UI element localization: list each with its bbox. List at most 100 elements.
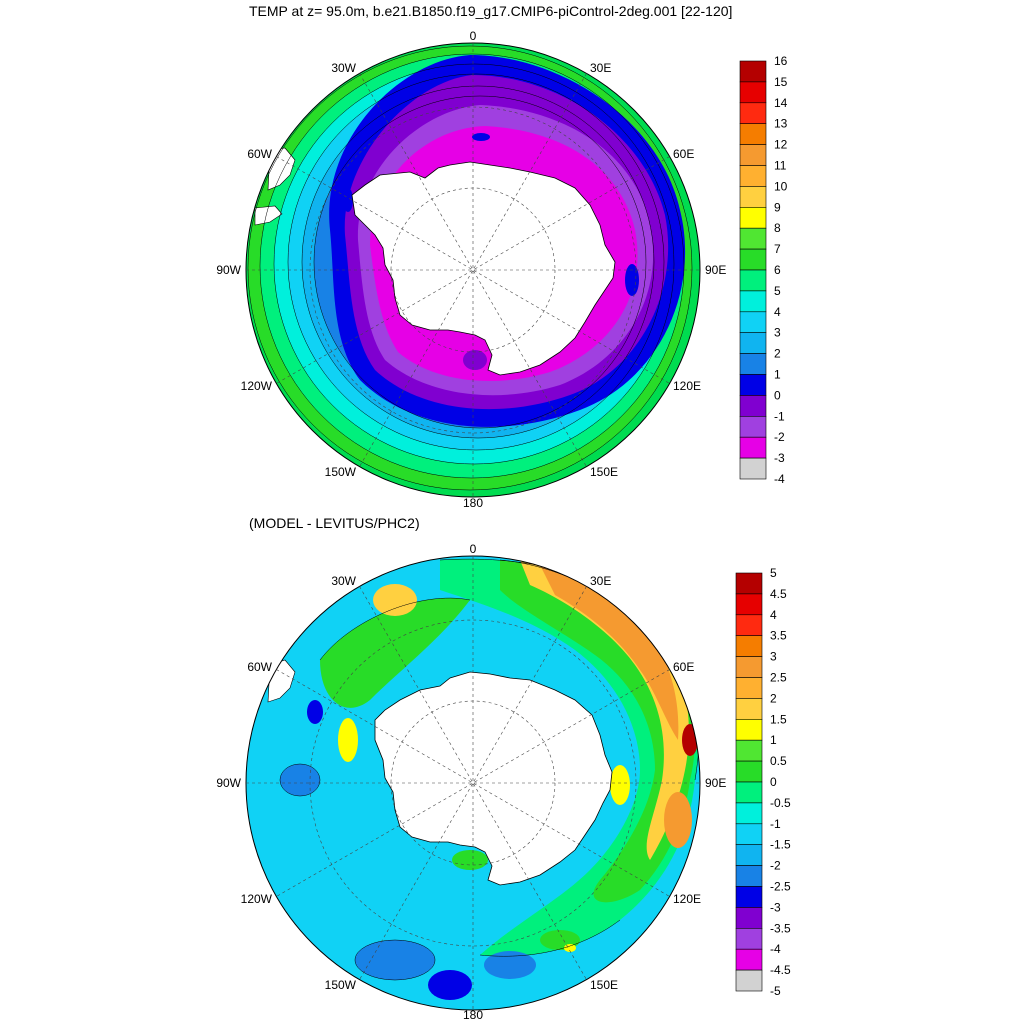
bottom-lon-label-90w: 90W [216, 776, 241, 790]
top-map-title: TEMP at z= 95.0m, b.e21.B1850.f19_g17.CM… [249, 3, 733, 19]
bottom-colorbar-label: -4.5 [770, 963, 791, 977]
top-colorbar-label: 0 [774, 388, 781, 402]
bottom-colorbar-swatch [735, 844, 763, 866]
top-colorbar-label: 16 [774, 54, 788, 68]
bottom-colorbar-swatch [735, 572, 763, 595]
top-lon-label-30w: 30W [331, 61, 356, 75]
bottom-lon-label-180: 180 [463, 1008, 483, 1022]
bottom-colorbar-label: 2.5 [770, 671, 787, 685]
top-colorbar-swatch [739, 227, 767, 250]
bottom-colorbar-label: -1.5 [770, 838, 791, 852]
bottom-lon-label-30w: 30W [331, 574, 356, 588]
top-lon-label-30e: 30E [590, 61, 611, 75]
top-colorbar-swatch [739, 332, 767, 354]
bottom-colorbar: 5 4.5 4 3.5 3 2.5 2 1.5 1 0.5 0 -0.5 -1 -1.5 -2 -2.5 -3 -… [735, 566, 791, 998]
bottom-colorbar-swatch [735, 865, 763, 887]
top-lon-label-120e: 120E [673, 379, 701, 393]
top-colorbar-swatch [739, 353, 767, 375]
top-lon-label-0: 0 [470, 29, 477, 43]
top-colorbar-swatch [739, 60, 767, 83]
bottom-colorbar-swatch [735, 593, 763, 616]
top-colorbar-swatch [739, 165, 767, 187]
bottom-lon-label-90e: 90E [705, 776, 726, 790]
top-colorbar-label: -4 [774, 472, 785, 486]
bottom-polar-map: 0 30E 30W 60E 60W 90E 90W 120E 120W 150E… [216, 542, 726, 1022]
bottom-colorbar-swatch [735, 718, 763, 741]
top-lon-label-60w: 60W [247, 147, 272, 161]
top-colorbar-swatch [739, 269, 767, 292]
bottom-colorbar-label: 4.5 [770, 587, 787, 601]
top-colorbar-swatch [739, 123, 767, 145]
bottom-colorbar-label: 2 [770, 691, 777, 705]
bottom-colorbar-label: 4 [770, 608, 777, 622]
bottom-colorbar-label: 1 [770, 733, 777, 747]
bottom-colorbar-swatch [735, 677, 763, 699]
bottom-colorbar-label: 1.5 [770, 712, 787, 726]
bottom-map-title: (MODEL - LEVITUS/PHC2) [249, 515, 420, 531]
top-lon-label-90e: 90E [705, 263, 726, 277]
bottom-lon-label-120e: 120E [673, 892, 701, 906]
bottom-colorbar-label: -3.5 [770, 921, 791, 935]
bottom-colorbar-label: -0.5 [770, 796, 791, 810]
top-colorbar-label: 9 [774, 200, 781, 214]
bottom-lon-label-30e: 30E [590, 574, 611, 588]
top-colorbar-label: -3 [774, 451, 785, 465]
top-colorbar-label: -1 [774, 409, 785, 423]
bottom-lon-label-150w: 150W [325, 978, 357, 992]
top-colorbar-label: 2 [774, 347, 781, 361]
bottom-colorbar-swatch [735, 739, 763, 762]
bottom-colorbar-label: -1 [770, 817, 781, 831]
top-colorbar-swatch [739, 395, 767, 417]
bottom-colorbar-label: -2 [770, 859, 781, 873]
top-colorbar-label: 15 [774, 75, 788, 89]
top-colorbar-swatch [739, 457, 767, 480]
top-colorbar-label: 13 [774, 117, 788, 131]
top-colorbar-swatch [739, 436, 767, 459]
bottom-colorbar-label: 3.5 [770, 629, 787, 643]
bottom-lon-label-150e: 150E [590, 978, 618, 992]
top-colorbar-swatch [739, 374, 767, 396]
bottom-colorbar-label: 5 [770, 566, 777, 580]
top-lon-label-60e: 60E [673, 147, 694, 161]
bottom-colorbar-label: 0 [770, 775, 777, 789]
top-colorbar-label: 12 [774, 138, 788, 152]
top-lon-label-90w: 90W [216, 263, 241, 277]
bottom-colorbar-swatch [735, 907, 763, 929]
bottom-colorbar-swatch [735, 760, 763, 783]
bottom-colorbar-label: -3 [770, 900, 781, 914]
bottom-colorbar-label: -4 [770, 942, 781, 956]
top-lon-label-180: 180 [463, 496, 483, 510]
top-colorbar-label: -2 [774, 430, 785, 444]
top-colorbar-label: 6 [774, 263, 781, 277]
bottom-colorbar-swatch [735, 948, 763, 971]
top-colorbar-swatch [739, 207, 767, 229]
bottom-colorbar-label: 0.5 [770, 754, 787, 768]
top-lon-label-150e: 150E [590, 465, 618, 479]
bottom-colorbar-label: -5 [770, 984, 781, 998]
top-colorbar-swatch [739, 290, 767, 313]
top-colorbar-swatch [739, 144, 767, 166]
top-colorbar-label: 4 [774, 305, 781, 319]
top-colorbar-swatch [739, 102, 767, 125]
top-colorbar-label: 11 [774, 159, 787, 173]
bottom-colorbar-swatch [735, 969, 763, 992]
top-colorbar-label: 1 [774, 368, 781, 382]
bottom-lon-label-120w: 120W [241, 892, 273, 906]
top-colorbar-swatch [739, 311, 767, 333]
bottom-lon-label-60w: 60W [247, 660, 272, 674]
bottom-colorbar-label: -2.5 [770, 880, 791, 894]
top-colorbar-label: 3 [774, 326, 781, 340]
bottom-lon-label-0: 0 [470, 542, 477, 556]
bottom-lon-label-60e: 60E [673, 660, 694, 674]
bottom-colorbar-swatch [735, 781, 763, 804]
bottom-colorbar-swatch [735, 635, 763, 657]
top-colorbar-label: 7 [774, 242, 781, 256]
bottom-colorbar-swatch [735, 823, 763, 845]
top-colorbar-label: 8 [774, 221, 781, 235]
bottom-colorbar-swatch [735, 927, 763, 950]
top-polar-map: 0 30E 30W 60E 60W 90E 90W 120E 120W 150E… [216, 29, 726, 510]
top-colorbar-swatch [739, 248, 767, 271]
bottom-colorbar-swatch [735, 698, 763, 720]
